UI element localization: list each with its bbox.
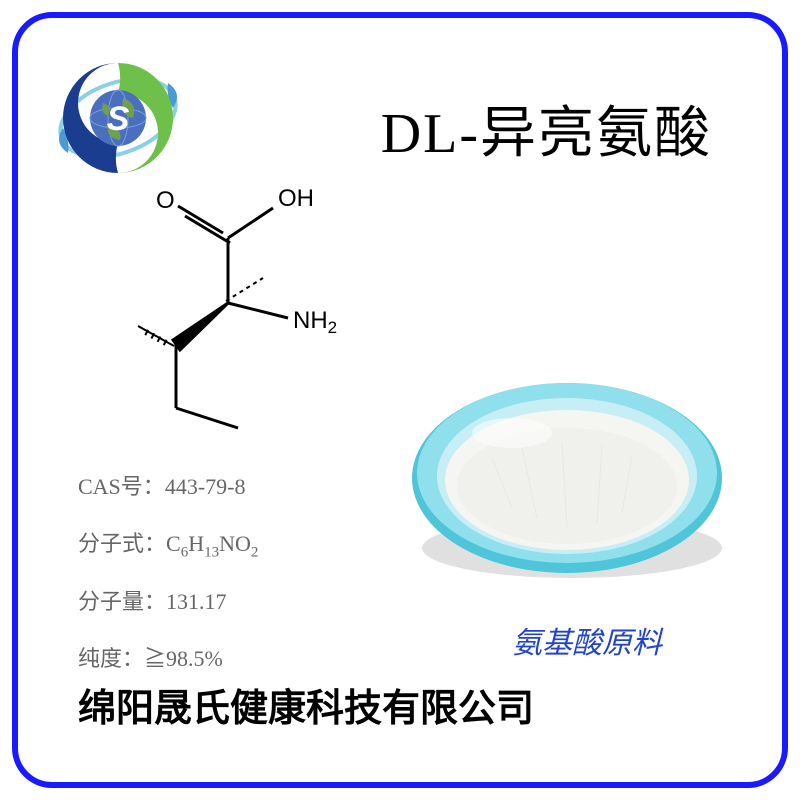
spec-formula: 分子式：C6H13NO2 xyxy=(78,515,258,572)
chemical-structure: OH O NH2 xyxy=(108,178,368,438)
mw-label: 分子量： xyxy=(78,589,166,614)
svg-text:S: S xyxy=(107,100,130,138)
product-title: DL-异亮氨酸 xyxy=(381,88,712,169)
company-name: 绵阳晟氏健康科技有限公司 xyxy=(78,677,534,732)
cas-value: 443-79-8 xyxy=(165,474,246,499)
company-logo: S xyxy=(48,48,188,188)
formula-label: 分子式： xyxy=(78,531,166,556)
svg-text:NH2: NH2 xyxy=(293,307,337,337)
spec-cas: CAS号：443-79-8 xyxy=(78,458,258,515)
svg-text:OH: OH xyxy=(278,185,314,212)
mw-value: 131.17 xyxy=(166,589,227,614)
dish-label: 氨基酸原料 xyxy=(512,618,662,662)
svg-text:O: O xyxy=(156,187,175,214)
purity-label: 纯度： xyxy=(78,646,144,671)
purity-value: ≧98.5% xyxy=(144,646,223,671)
product-dish xyxy=(402,368,732,588)
formula-value: C6H13NO2 xyxy=(166,531,258,556)
spec-mw: 分子量：131.17 xyxy=(78,573,258,630)
specs-block: CAS号：443-79-8 分子式：C6H13NO2 分子量：131.17 纯度… xyxy=(78,458,258,687)
cas-label: CAS号： xyxy=(78,474,165,499)
main-frame: S DL-异亮氨酸 xyxy=(12,12,788,788)
